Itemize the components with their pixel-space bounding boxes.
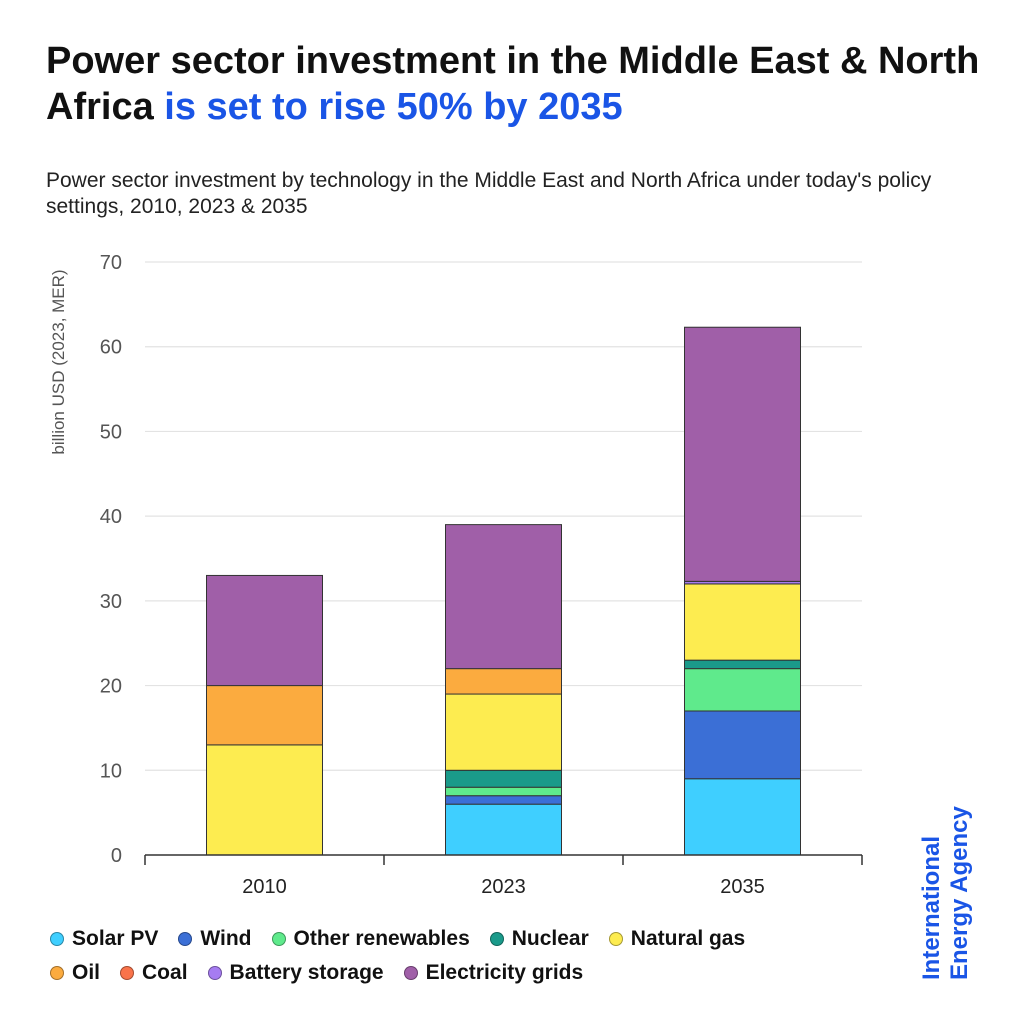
bar-segment-natural-gas [206, 744, 323, 856]
legend-swatch [207, 966, 222, 980]
y-axis-title: billion USD (2023, MER) [49, 269, 68, 454]
y-tick-label: 30 [100, 591, 122, 613]
bar-segment-electricity-grids [684, 326, 801, 582]
title-highlight: is set to rise 50% by 2035 [164, 86, 623, 128]
bar-segment-nuclear [684, 659, 801, 670]
bar-segment-other-renewables [445, 786, 562, 797]
legend-item: Solar PV [50, 927, 158, 951]
y-tick-label: 70 [100, 252, 122, 274]
bar-segment-solar-pv [684, 778, 801, 856]
bar-segment-other-renewables [684, 668, 801, 712]
bar-segment-electricity-grids [206, 574, 323, 687]
legend-label: Wind [200, 927, 252, 950]
bar-segment-solar-pv [445, 803, 562, 856]
legend-label: Solar PV [72, 927, 159, 950]
legend-item: Battery storage [207, 961, 384, 985]
legend-item: Nuclear [489, 927, 589, 951]
y-tick-label: 40 [100, 506, 122, 528]
legend-item: Coal [120, 961, 188, 985]
legend-swatch [120, 966, 135, 980]
bar-segment-electricity-grids [445, 524, 562, 670]
legend-label: Other renewables [293, 927, 470, 950]
y-tick-label: 20 [100, 676, 122, 698]
legend-label: Battery storage [229, 961, 384, 984]
axes: 0 10 20 30 40 50 60 70 2010 2023 2035 [100, 252, 863, 898]
y-tick-label: 0 [111, 845, 122, 867]
legend-label: Oil [72, 961, 101, 984]
y-tick-label: 10 [100, 760, 122, 782]
page-title: Power sector investment in the Middle Ea… [46, 38, 986, 130]
x-tick-label: 2035 [720, 876, 765, 898]
legend-item: Electricity grids [403, 961, 584, 985]
chart-subtitle: Power sector investment by technology in… [46, 169, 932, 218]
legend-swatch [50, 932, 64, 946]
bar-segment-wind [445, 795, 562, 805]
legend-swatch [50, 966, 64, 980]
bar-segment-natural-gas [684, 583, 801, 661]
y-tick-label: 50 [100, 421, 122, 443]
legend-label: Electricity grids [425, 961, 584, 984]
bar-segment-oil [445, 668, 562, 695]
legend-row: Solar PV Wind Other renewables Nuclear Natur… [50, 922, 910, 956]
bar-segment-nuclear [445, 769, 562, 788]
brand-line-2: Energy Agency [946, 806, 973, 980]
legend-item: Wind [178, 927, 252, 951]
legend-swatch [403, 966, 418, 980]
legend-item: Natural gas [608, 927, 746, 951]
bar-segment-natural-gas [445, 693, 562, 771]
legend-item: Oil [50, 961, 100, 985]
legend-row: Oil Coal Battery storage Electricity grids [50, 956, 910, 990]
legend-swatch [489, 932, 504, 946]
legend-label: Natural gas [630, 927, 746, 950]
x-tick-label: 2023 [481, 876, 526, 898]
legend-swatch [271, 932, 286, 946]
legend-label: Coal [142, 961, 188, 984]
y-tick-label: 60 [100, 337, 122, 359]
legend-label: Nuclear [511, 927, 589, 950]
x-tick-label: 2010 [242, 876, 287, 898]
legend-swatch [608, 932, 623, 946]
legend-swatch [178, 932, 193, 946]
brand-line-1: International [918, 835, 945, 980]
bar-segment-wind [684, 710, 801, 780]
legend: Solar PV Wind Other renewables Nuclear Natur… [50, 922, 910, 990]
bar-segment-oil [206, 685, 323, 746]
legend-item: Other renewables [271, 927, 470, 951]
iea-logo: International Energy Agency [918, 806, 974, 980]
bars [206, 326, 801, 856]
title-main: Power sector investment in the Middle Ea… [46, 40, 980, 128]
